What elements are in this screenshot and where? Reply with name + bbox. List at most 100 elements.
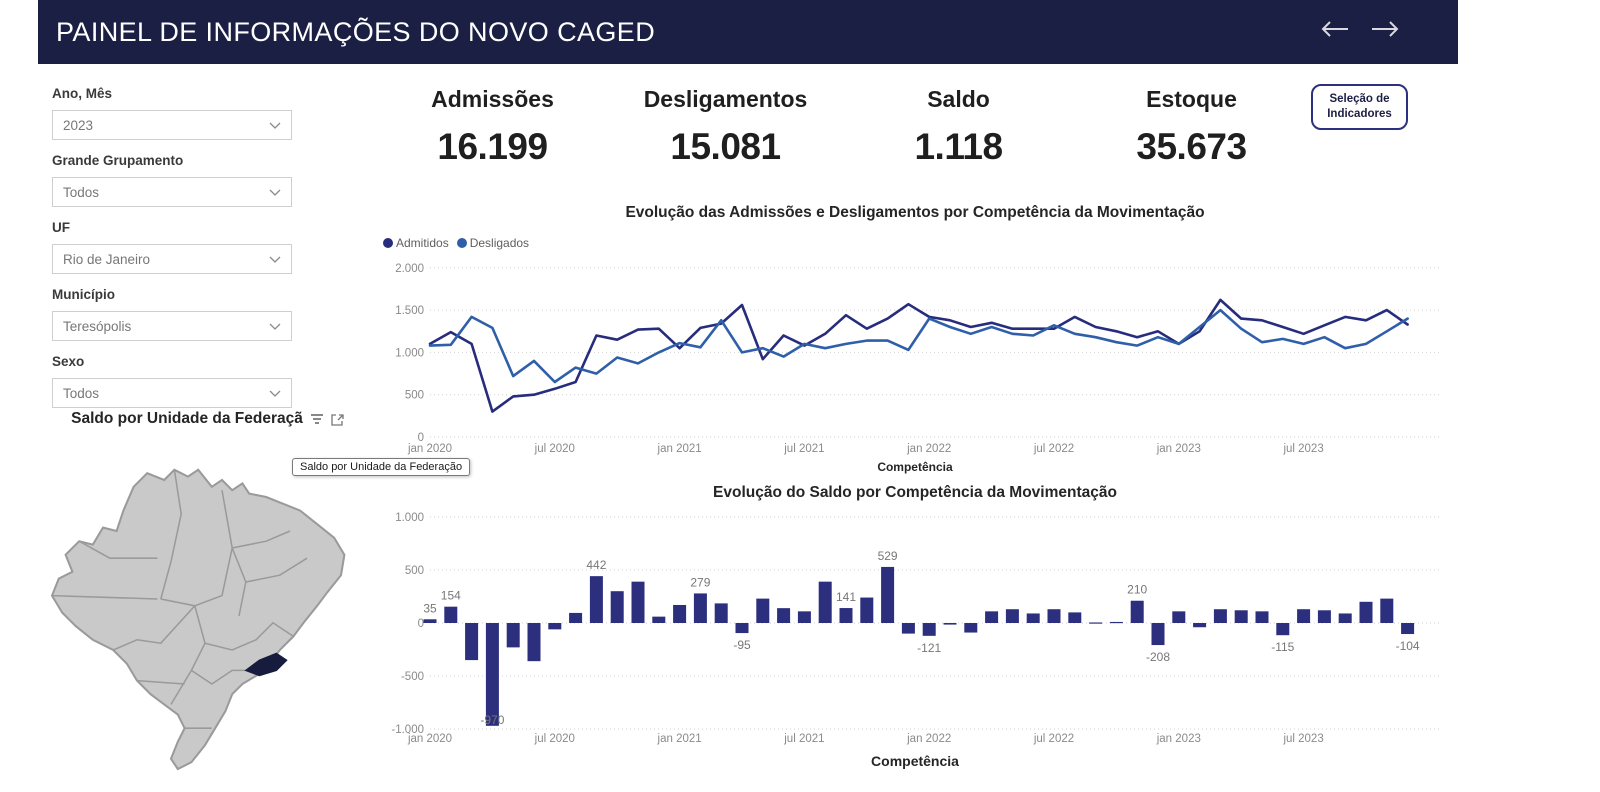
svg-text:jan 2022: jan 2022	[906, 443, 951, 455]
bar-chart[interactable]: -1.000 -500 0 500 1.000 jan 2020 jul 2020 jan 2…	[380, 505, 1450, 753]
filter-label: Grande Grupamento	[52, 153, 184, 168]
svg-text:500: 500	[405, 565, 424, 577]
chevron-down-icon	[269, 323, 281, 330]
svg-text:jan 2022: jan 2022	[906, 733, 951, 745]
kpi-desligamentos: Desligamentos 15.081	[609, 86, 842, 168]
popout-icon[interactable]	[331, 413, 344, 426]
svg-text:jul 2020: jul 2020	[534, 443, 575, 455]
state-borders	[51, 469, 308, 729]
svg-text:jul 2023: jul 2023	[1282, 733, 1323, 745]
dropdown-value: Teresópolis	[63, 318, 132, 334]
kpi-value: 15.081	[670, 126, 781, 167]
chevron-down-icon	[269, 390, 281, 397]
svg-text:154: 154	[441, 589, 461, 603]
dropdown-value: Todos	[63, 184, 100, 200]
chevron-down-icon	[269, 122, 281, 129]
arrow-right-icon[interactable]	[1370, 20, 1400, 38]
filter-municipio: Município Teresópolis	[52, 287, 292, 341]
dropdown-value: Rio de Janeiro	[63, 251, 151, 267]
filter-ano-mes: Ano, Mês 2023	[52, 86, 292, 140]
legend-item-desligados[interactable]: Desligados	[456, 236, 529, 250]
legend-item-admitidos[interactable]: Admitidos	[383, 236, 449, 250]
svg-text:1.000: 1.000	[395, 512, 424, 524]
filter-label: Sexo	[52, 354, 85, 369]
filter-icon[interactable]	[310, 413, 324, 425]
grande-grupamento-dropdown[interactable]: Todos	[52, 177, 292, 207]
svg-text:1.000: 1.000	[395, 347, 424, 359]
button-label-line2: Indicadores	[1327, 108, 1392, 120]
svg-text:141: 141	[836, 590, 856, 604]
filter-label: Município	[52, 287, 115, 302]
svg-text:jan 2023: jan 2023	[1156, 733, 1201, 745]
dropdown-value: 2023	[63, 117, 94, 133]
svg-text:jul 2022: jul 2022	[1033, 733, 1074, 745]
map-tooltip: Saldo por Unidade da Federação	[292, 458, 471, 476]
legend-label: Admitidos	[396, 236, 449, 250]
ano-mes-dropdown[interactable]: 2023	[52, 110, 292, 140]
svg-text:-1.000: -1.000	[391, 724, 424, 736]
svg-text:1.500: 1.500	[395, 305, 424, 317]
svg-text:jan 2020: jan 2020	[407, 443, 452, 455]
chevron-down-icon	[269, 256, 281, 263]
svg-text:0: 0	[418, 432, 424, 444]
line-chart-xaxis-title: Competência	[877, 460, 953, 474]
svg-text:-104: -104	[1396, 639, 1420, 653]
kpi-row: Admissões 16.199 Desligamentos 15.081 Sa…	[376, 86, 1308, 168]
svg-text:-208: -208	[1146, 650, 1170, 664]
svg-text:-500: -500	[401, 671, 424, 683]
legend-dot	[383, 238, 393, 248]
svg-text:jul 2021: jul 2021	[783, 443, 824, 455]
line-chart-title: Evolução das Admissões e Desligamentos p…	[625, 204, 1205, 221]
svg-text:jan 2023: jan 2023	[1156, 443, 1201, 455]
svg-text:jul 2020: jul 2020	[534, 733, 575, 745]
filter-sexo: Sexo Todos	[52, 354, 292, 408]
kpi-admissoes: Admissões 16.199	[376, 86, 609, 168]
filter-label: Ano, Mês	[52, 86, 113, 101]
uf-dropdown[interactable]: Rio de Janeiro	[52, 244, 292, 274]
municipio-dropdown[interactable]: Teresópolis	[52, 311, 292, 341]
bar-chart-xaxis-title: Competência	[871, 753, 959, 769]
svg-text:jul 2022: jul 2022	[1033, 443, 1074, 455]
svg-text:442: 442	[586, 558, 606, 572]
chevron-down-icon	[269, 189, 281, 196]
kpi-estoque: Estoque 35.673	[1075, 86, 1308, 168]
kpi-value: 1.118	[914, 126, 1003, 167]
svg-text:0: 0	[418, 618, 424, 630]
page-navigation	[1320, 20, 1400, 38]
filter-grande-grupamento: Grande Grupamento Todos	[52, 153, 292, 207]
dropdown-value: Todos	[63, 385, 100, 401]
svg-text:-970: -970	[480, 713, 504, 727]
svg-text:35: 35	[423, 601, 437, 615]
svg-text:jan 2020: jan 2020	[407, 733, 452, 745]
kpi-value: 16.199	[437, 126, 548, 167]
kpi-label: Estoque	[1146, 86, 1237, 112]
button-label-line1: Seleção de	[1329, 93, 1390, 105]
svg-text:279: 279	[690, 575, 710, 589]
svg-text:500: 500	[405, 390, 424, 402]
page-title: PAINEL DE INFORMAÇÕES DO NOVO CAGED	[56, 16, 656, 47]
kpi-saldo: Saldo 1.118	[842, 86, 1075, 168]
map-header: Saldo por Unidade da Federaçã	[35, 410, 380, 428]
arrow-left-icon[interactable]	[1320, 20, 1350, 38]
svg-text:2.000: 2.000	[395, 263, 424, 275]
bar-chart-title: Evolução do Saldo por Competência da Mov…	[713, 484, 1117, 501]
indicator-selector-button[interactable]: Seleção de Indicadores	[1311, 84, 1408, 130]
filter-uf: UF Rio de Janeiro	[52, 220, 292, 274]
svg-text:-95: -95	[733, 638, 751, 652]
line-chart[interactable]: 0 500 1.000 1.500 2.000 jan 2020 jul 2020 jan 2…	[380, 255, 1450, 465]
svg-text:jul 2021: jul 2021	[783, 733, 824, 745]
svg-text:jan 2021: jan 2021	[657, 443, 702, 455]
brazil-map[interactable]	[35, 446, 375, 786]
kpi-label: Desligamentos	[643, 86, 808, 112]
svg-text:210: 210	[1127, 583, 1147, 597]
svg-text:-115: -115	[1271, 640, 1294, 654]
svg-text:-121: -121	[917, 641, 941, 655]
filter-panel: Ano, Mês 2023 Grande Grupamento Todos UF…	[52, 86, 292, 421]
kpi-value: 35.673	[1136, 126, 1247, 167]
kpi-label: Admissões	[431, 86, 554, 112]
sexo-dropdown[interactable]: Todos	[52, 378, 292, 408]
svg-text:jan 2021: jan 2021	[657, 733, 702, 745]
line-chart-legend: Admitidos Desligados	[383, 236, 529, 250]
rio-de-janeiro-state[interactable]	[244, 652, 288, 677]
